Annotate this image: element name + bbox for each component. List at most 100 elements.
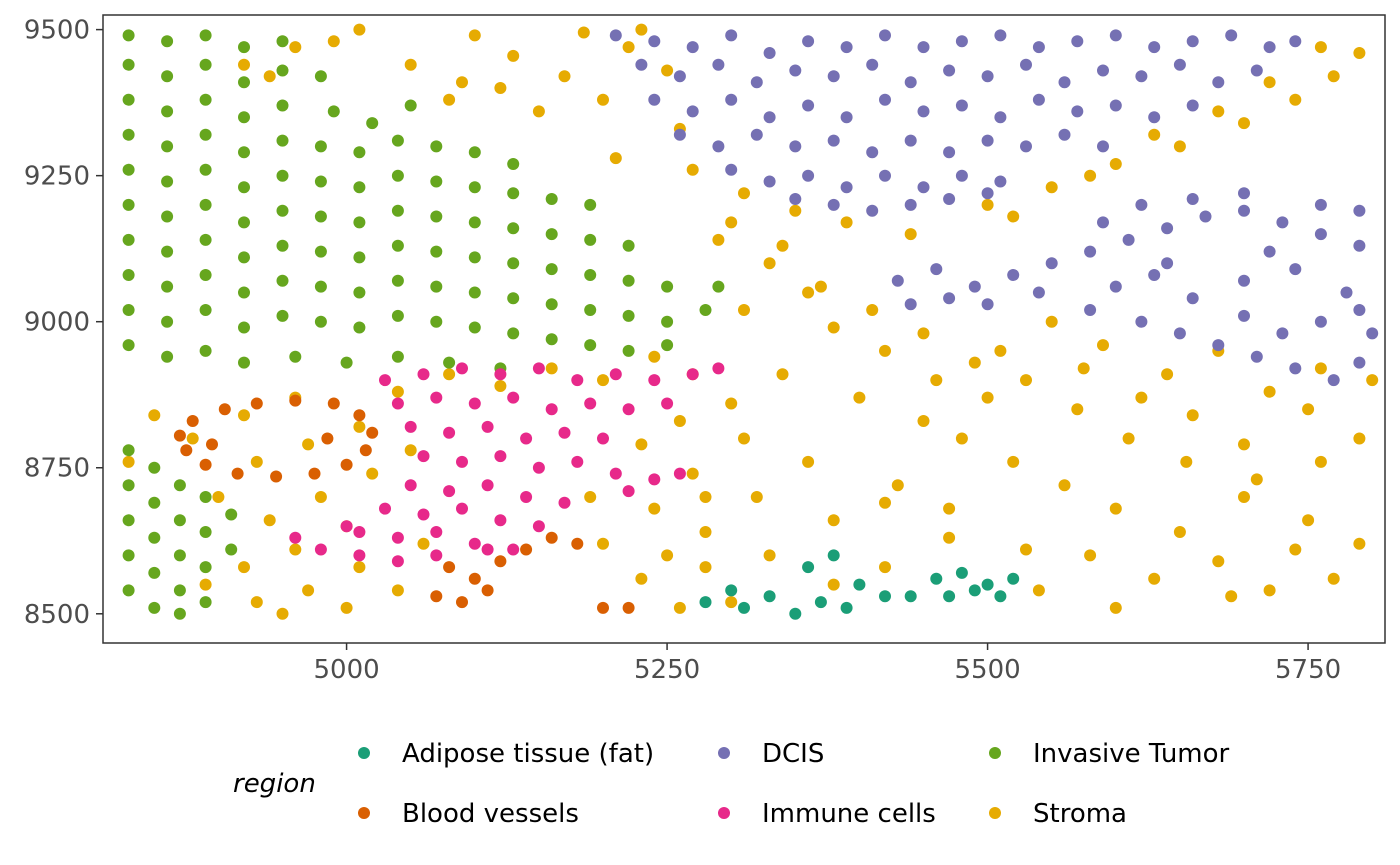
point-invasive-tumor [173,514,186,527]
point-dcis [1238,274,1250,287]
point-stroma [686,163,699,176]
point-stroma [1314,41,1327,54]
point-stroma [404,444,417,457]
point-invasive-tumor [507,222,520,235]
point-stroma [1020,374,1032,387]
point-immune-cells [673,467,686,480]
point-immune-cells [622,403,635,416]
point-invasive-tumor [148,496,161,509]
point-stroma [391,385,404,398]
point-immune-cells [558,426,571,439]
point-stroma [148,409,161,422]
point-adipose-tissue-fat [699,596,712,609]
point-dcis [763,47,776,59]
point-blood-vessels [366,426,379,439]
point-dcis [1084,245,1097,258]
point-immune-cells [417,450,430,463]
point-stroma [250,455,263,468]
point-stroma [263,514,276,527]
point-dcis [1238,204,1250,217]
point-blood-vessels [494,555,507,568]
point-stroma [776,368,789,381]
point-invasive-tumor [238,111,250,124]
point-immune-cells [571,455,584,468]
y-tick-label: 8750 [24,454,90,484]
point-stroma [635,572,648,585]
point-stroma [1135,391,1148,404]
point-invasive-tumor [122,514,135,527]
point-invasive-tumor [122,198,135,211]
point-stroma [1238,117,1250,130]
point-immune-cells [545,403,558,416]
point-invasive-tumor [430,280,443,293]
point-dcis [879,29,891,42]
point-adipose-tissue-fat [763,590,776,603]
point-stroma [840,216,853,229]
point-adipose-tissue-fat [840,601,853,614]
point-invasive-tumor [122,163,135,176]
point-dcis [943,64,956,77]
point-dcis [1212,339,1225,352]
point-dcis [994,175,1007,188]
point-dcis [904,76,917,89]
point-blood-vessels [180,444,193,457]
point-adipose-tissue-fat [994,590,1007,603]
point-immune-cells [481,479,494,492]
point-stroma [994,344,1007,357]
point-dcis [827,70,840,83]
point-dcis [917,105,930,118]
point-adipose-tissue-fat [738,601,750,614]
point-stroma [314,491,327,503]
point-blood-vessels [218,403,231,416]
point-invasive-tumor [507,257,520,270]
point-dcis [943,292,956,305]
point-stroma [661,64,674,77]
point-stroma [584,491,597,503]
point-invasive-tumor [430,210,443,223]
legend-key-invasive-tumor [989,747,1001,759]
point-adipose-tissue-fat [904,590,917,603]
point-stroma [1314,455,1327,468]
point-invasive-tumor [622,274,635,287]
point-stroma [1058,479,1071,492]
point-blood-vessels [622,601,635,614]
point-immune-cells [417,368,430,381]
point-immune-cells [456,455,468,468]
point-blood-vessels [545,531,558,544]
point-dcis [904,198,917,211]
point-stroma [404,58,417,71]
point-dcis [1199,210,1212,223]
point-invasive-tumor [661,280,674,293]
point-stroma [1353,537,1366,550]
point-invasive-tumor [545,333,558,346]
point-dcis [866,58,879,71]
x-tick-label: 5750 [1275,655,1341,685]
point-stroma [917,415,930,427]
point-dcis [635,58,648,71]
point-invasive-tumor [507,187,520,200]
point-invasive-tumor [173,479,186,492]
point-stroma [1212,105,1225,118]
point-invasive-tumor [314,175,327,188]
point-invasive-tumor [327,105,340,118]
point-immune-cells [686,368,699,381]
point-stroma [577,26,590,39]
legend-label-blood-vessels: Blood vessels [402,799,579,829]
point-dcis [1353,356,1366,369]
point-immune-cells [494,514,507,527]
point-stroma [1238,491,1250,503]
point-dcis [1135,70,1148,83]
point-invasive-tumor [699,304,712,316]
point-invasive-tumor [238,216,250,229]
point-dcis [827,198,840,211]
point-dcis [917,181,930,194]
point-invasive-tumor [584,339,597,352]
point-invasive-tumor [225,543,238,556]
point-invasive-tumor [430,315,443,328]
point-invasive-tumor [391,274,404,287]
point-dcis [981,298,994,311]
point-invasive-tumor [353,146,366,159]
point-dcis [981,134,994,147]
point-invasive-tumor [276,64,289,77]
point-blood-vessels [340,458,353,471]
